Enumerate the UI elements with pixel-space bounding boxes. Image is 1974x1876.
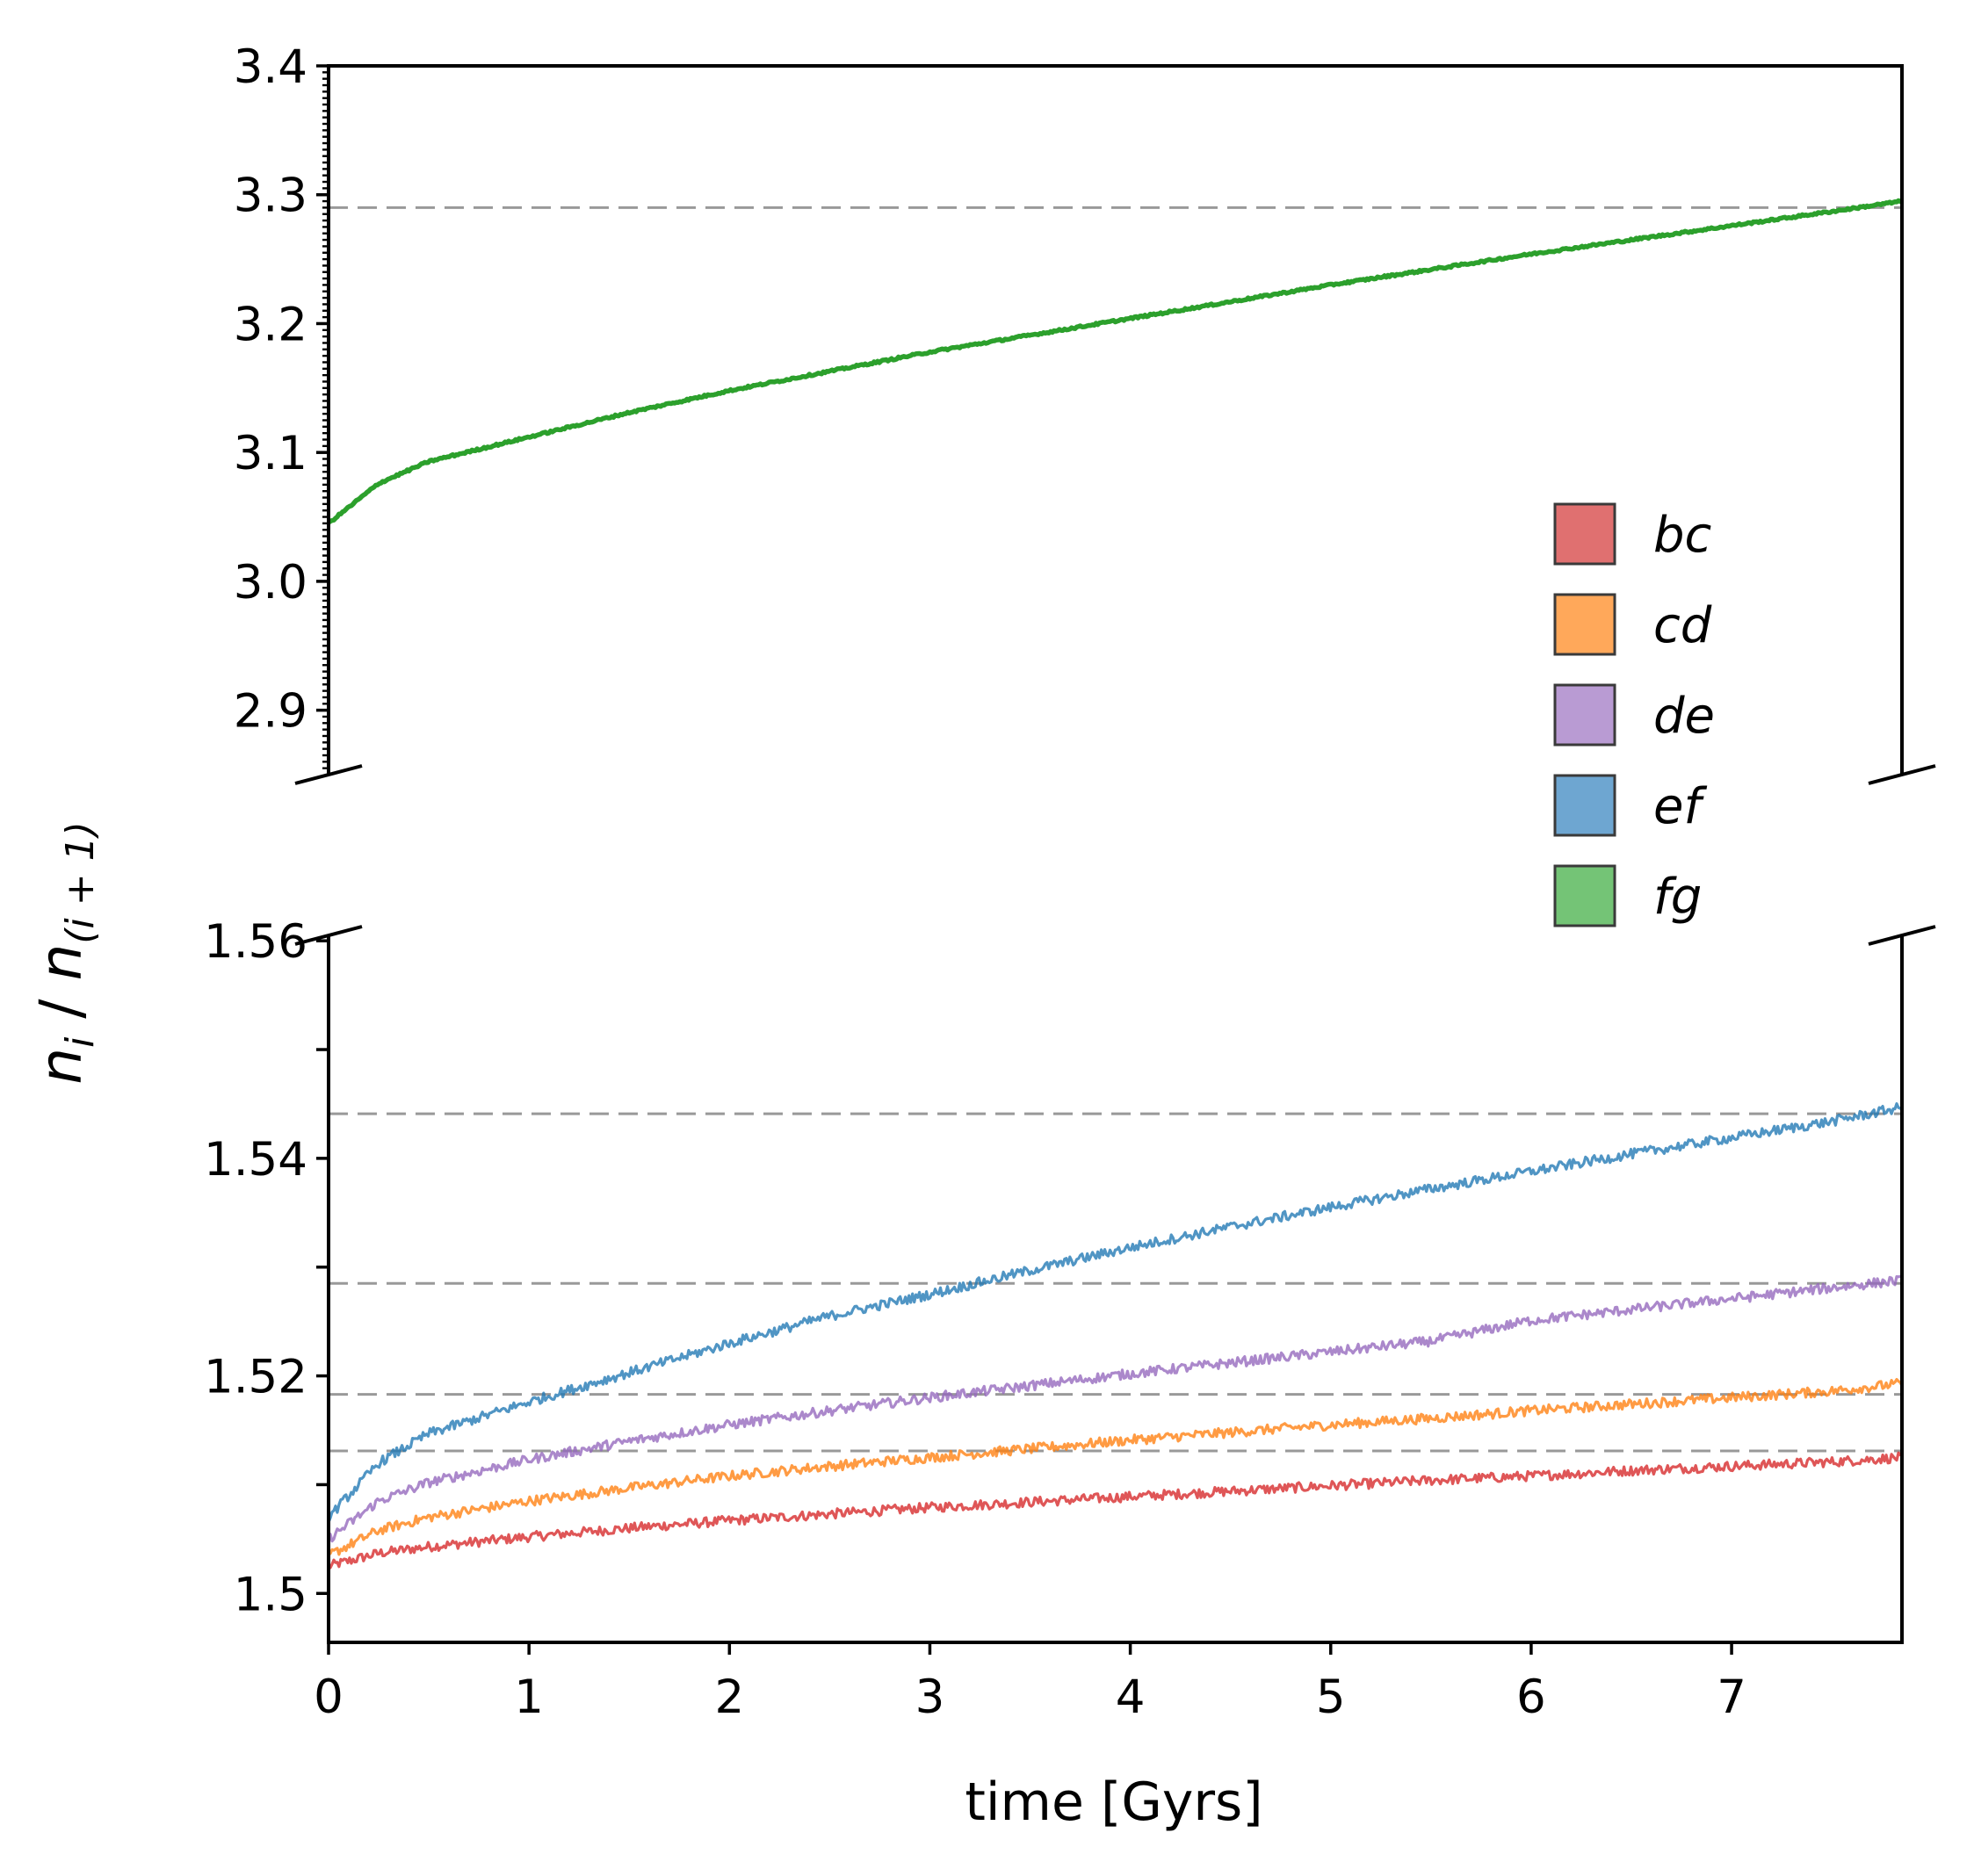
lower-panel: 1.5 1.52 1.54 1.56 xyxy=(204,915,1904,1644)
series-line-cd xyxy=(327,1378,1904,1556)
series-line-bc xyxy=(327,1451,1904,1569)
axis-break-marks xyxy=(294,764,1936,946)
upper-panel: 2.9 3.0 3.1 3.2 3.3 3.4 xyxy=(234,40,1904,775)
x-axis: 0 1 2 3 4 5 6 7 xyxy=(314,1642,1746,1724)
legend-swatch-cd xyxy=(1553,593,1616,656)
break-mark-2 xyxy=(294,925,363,946)
lower-y-tick-label: 1.54 xyxy=(204,1133,307,1187)
upper-y-tick-label: 3.2 xyxy=(234,298,307,351)
x-tick-label: 2 xyxy=(714,1670,744,1724)
y-axis-title-n: n xyxy=(27,1048,95,1085)
legend-label-fg: fg xyxy=(1653,869,1702,926)
legend-swatch-bc xyxy=(1553,502,1616,566)
legend-swatch-fg xyxy=(1553,864,1616,927)
legend-label-bc: bc xyxy=(1653,507,1712,564)
x-tick-label: 1 xyxy=(514,1670,544,1724)
upper-y-tick-label: 3.1 xyxy=(234,427,307,480)
series-line-de xyxy=(328,1274,1903,1543)
y-axis-title-i: i xyxy=(58,1036,103,1048)
legend: bc cd de ef fg xyxy=(1553,502,1715,927)
upper-y-tick-label: 3.3 xyxy=(234,170,307,223)
lower-y-tick-label: 1.52 xyxy=(204,1351,307,1404)
legend-swatch-ef xyxy=(1553,774,1616,837)
y-axis-title-sub: (i + 1) xyxy=(58,821,103,943)
lower-series-group xyxy=(327,1102,1904,1569)
upper-y-tick-label: 3.4 xyxy=(234,40,307,94)
x-tick-label: 6 xyxy=(1516,1670,1546,1724)
upper-y-tick-label: 3.0 xyxy=(234,556,307,610)
break-mark-0 xyxy=(294,764,363,785)
upper-series-group xyxy=(327,198,1904,525)
break-mark-1 xyxy=(1868,764,1936,785)
x-axis-title: time [Gyrs] xyxy=(965,1771,1262,1833)
lower-axes: 1.5 1.52 1.54 1.56 xyxy=(204,915,1904,1644)
series-line-ef xyxy=(327,1102,1904,1523)
break-mark-3 xyxy=(1868,925,1936,946)
legend-label-cd: cd xyxy=(1653,597,1712,654)
x-tick-label: 4 xyxy=(1116,1670,1146,1724)
x-tick-label: 0 xyxy=(314,1670,343,1724)
lower-y-tick-label: 1.56 xyxy=(204,915,307,969)
x-tick-label: 7 xyxy=(1717,1670,1746,1724)
y-axis-title: ni / n(i + 1) xyxy=(27,821,103,1085)
y-axis-title-n2: n xyxy=(27,944,95,981)
x-tick-label: 5 xyxy=(1316,1670,1346,1724)
series-line-fg xyxy=(327,198,1904,525)
legend-swatch-de xyxy=(1553,683,1616,747)
upper-axes: 2.9 3.0 3.1 3.2 3.3 3.4 xyxy=(234,40,1904,775)
legend-label-ef: ef xyxy=(1653,778,1707,835)
upper-y-tick-label: 2.9 xyxy=(234,685,307,739)
lower-y-tick-label: 1.5 xyxy=(234,1568,307,1621)
y-axis-title-slash: / xyxy=(27,980,95,1036)
x-tick-label: 3 xyxy=(915,1670,945,1724)
legend-label-de: de xyxy=(1653,688,1715,745)
